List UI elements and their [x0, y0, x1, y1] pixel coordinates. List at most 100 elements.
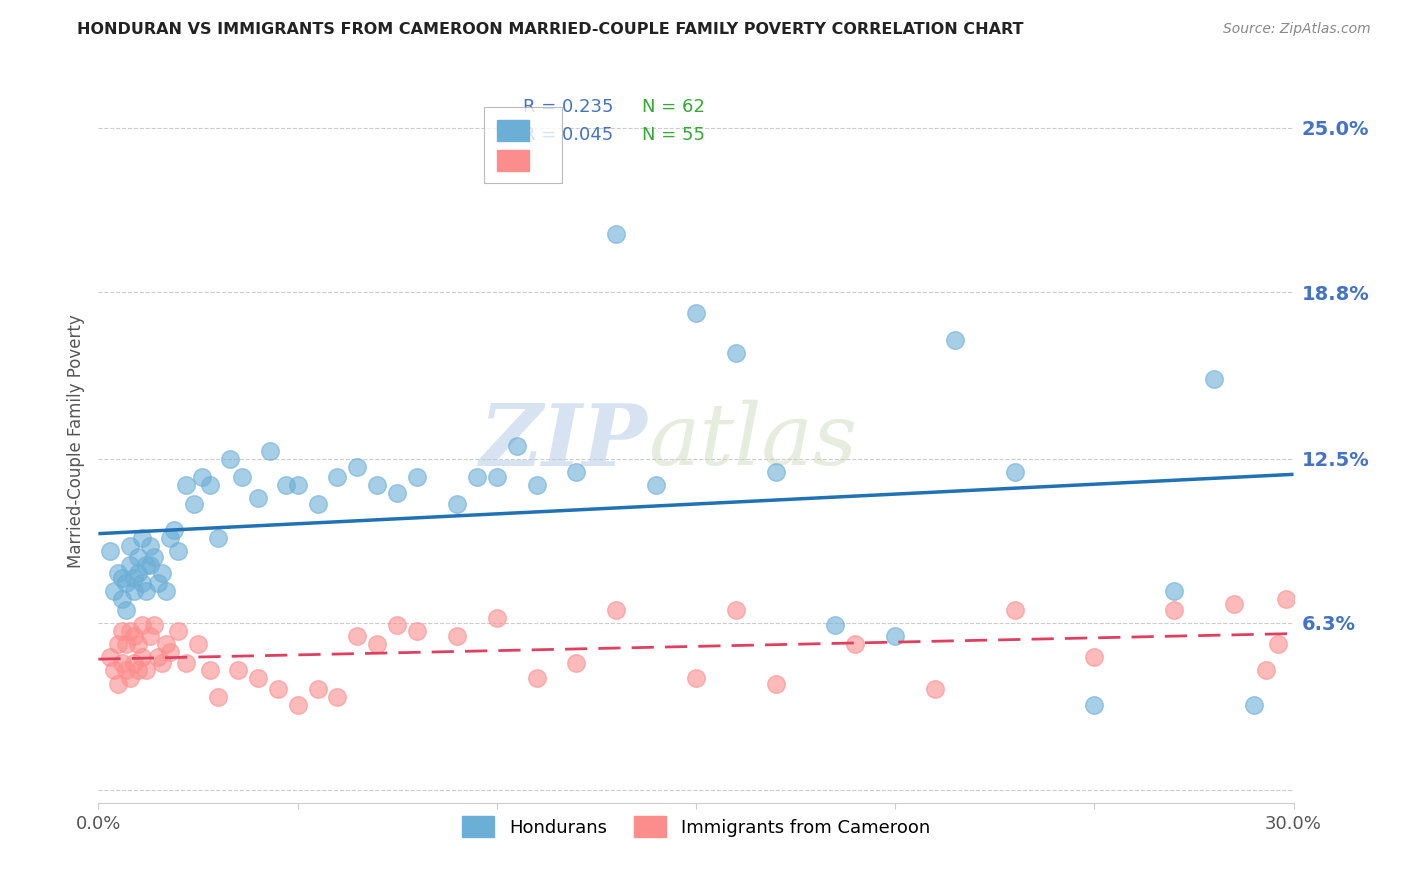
Point [124, 629, 146, 643]
Point [107, 637, 129, 651]
Point [159, 645, 181, 659]
Point [127, 637, 149, 651]
Point [366, 637, 388, 651]
Point [120, 558, 142, 572]
Point [765, 465, 787, 479]
Point [120, 539, 142, 553]
Point [526, 478, 548, 492]
Point [135, 584, 157, 599]
Text: HONDURAN VS IMMIGRANTS FROM CAMEROON MARRIED-COUPLE FAMILY POVERTY CORRELATION C: HONDURAN VS IMMIGRANTS FROM CAMEROON MAR… [77, 22, 1024, 37]
Point [120, 624, 142, 638]
Point [1254, 664, 1277, 678]
Point [326, 690, 349, 704]
Point [150, 656, 173, 670]
Point [155, 584, 177, 599]
Point [124, 656, 146, 670]
Point [346, 629, 368, 643]
Point [259, 443, 281, 458]
Point [485, 610, 508, 624]
Point [385, 618, 409, 632]
Point [103, 664, 125, 678]
Point [167, 624, 190, 638]
Point [267, 681, 290, 696]
Point [307, 497, 329, 511]
Point [246, 672, 269, 686]
Point [526, 672, 548, 686]
Legend: Hondurans, Immigrants from Cameroon: Hondurans, Immigrants from Cameroon [454, 809, 938, 845]
Point [565, 656, 588, 670]
Point [198, 664, 221, 678]
Point [1223, 597, 1246, 611]
Point [366, 478, 388, 492]
Point [198, 478, 221, 492]
Point [115, 637, 138, 651]
Point [131, 576, 153, 591]
Point [111, 624, 134, 638]
Point [111, 571, 134, 585]
Point [446, 629, 468, 643]
Point [1202, 372, 1225, 386]
Point [287, 478, 309, 492]
Text: N = 62: N = 62 [643, 98, 704, 116]
Point [107, 566, 129, 580]
Point [724, 346, 747, 360]
Point [207, 531, 229, 545]
Point [139, 629, 162, 643]
Point [131, 650, 153, 665]
Point [605, 227, 627, 241]
Point [844, 637, 866, 651]
Point [174, 656, 197, 670]
Point [231, 470, 253, 484]
Point [765, 676, 787, 690]
Point [111, 656, 134, 670]
Point [131, 618, 153, 632]
Point [246, 491, 269, 506]
Point [346, 459, 368, 474]
Point [685, 672, 707, 686]
Point [1083, 698, 1105, 712]
Point [191, 470, 214, 484]
Point [155, 637, 177, 651]
Point [107, 676, 129, 690]
Point [1274, 592, 1296, 607]
Point [326, 470, 349, 484]
Point [307, 681, 329, 696]
Text: Source: ZipAtlas.com: Source: ZipAtlas.com [1223, 22, 1371, 37]
Point [135, 664, 157, 678]
Point [1163, 602, 1185, 616]
Point [103, 584, 125, 599]
Point [1004, 602, 1026, 616]
Text: R = 0.235: R = 0.235 [523, 98, 613, 116]
Text: atlas: atlas [648, 401, 858, 483]
Point [115, 664, 138, 678]
Point [884, 629, 907, 643]
Point [174, 478, 197, 492]
Point [645, 478, 668, 492]
Point [167, 544, 190, 558]
Point [159, 531, 181, 545]
Point [1267, 637, 1289, 651]
Point [187, 637, 209, 651]
Text: N = 55: N = 55 [643, 126, 706, 144]
Point [163, 523, 186, 537]
Point [148, 650, 170, 665]
Text: R = 0.045: R = 0.045 [523, 126, 613, 144]
Point [115, 576, 138, 591]
Point [406, 470, 429, 484]
Point [148, 576, 170, 591]
Point [115, 602, 138, 616]
Point [1163, 584, 1185, 599]
Point [1004, 465, 1026, 479]
Point [565, 465, 588, 479]
Point [506, 438, 529, 452]
Point [127, 566, 149, 580]
Point [150, 566, 173, 580]
Point [824, 618, 846, 632]
Point [226, 664, 249, 678]
Point [124, 571, 146, 585]
Point [485, 470, 508, 484]
Point [98, 544, 122, 558]
Point [111, 592, 134, 607]
Point [139, 558, 162, 572]
Point [287, 698, 309, 712]
